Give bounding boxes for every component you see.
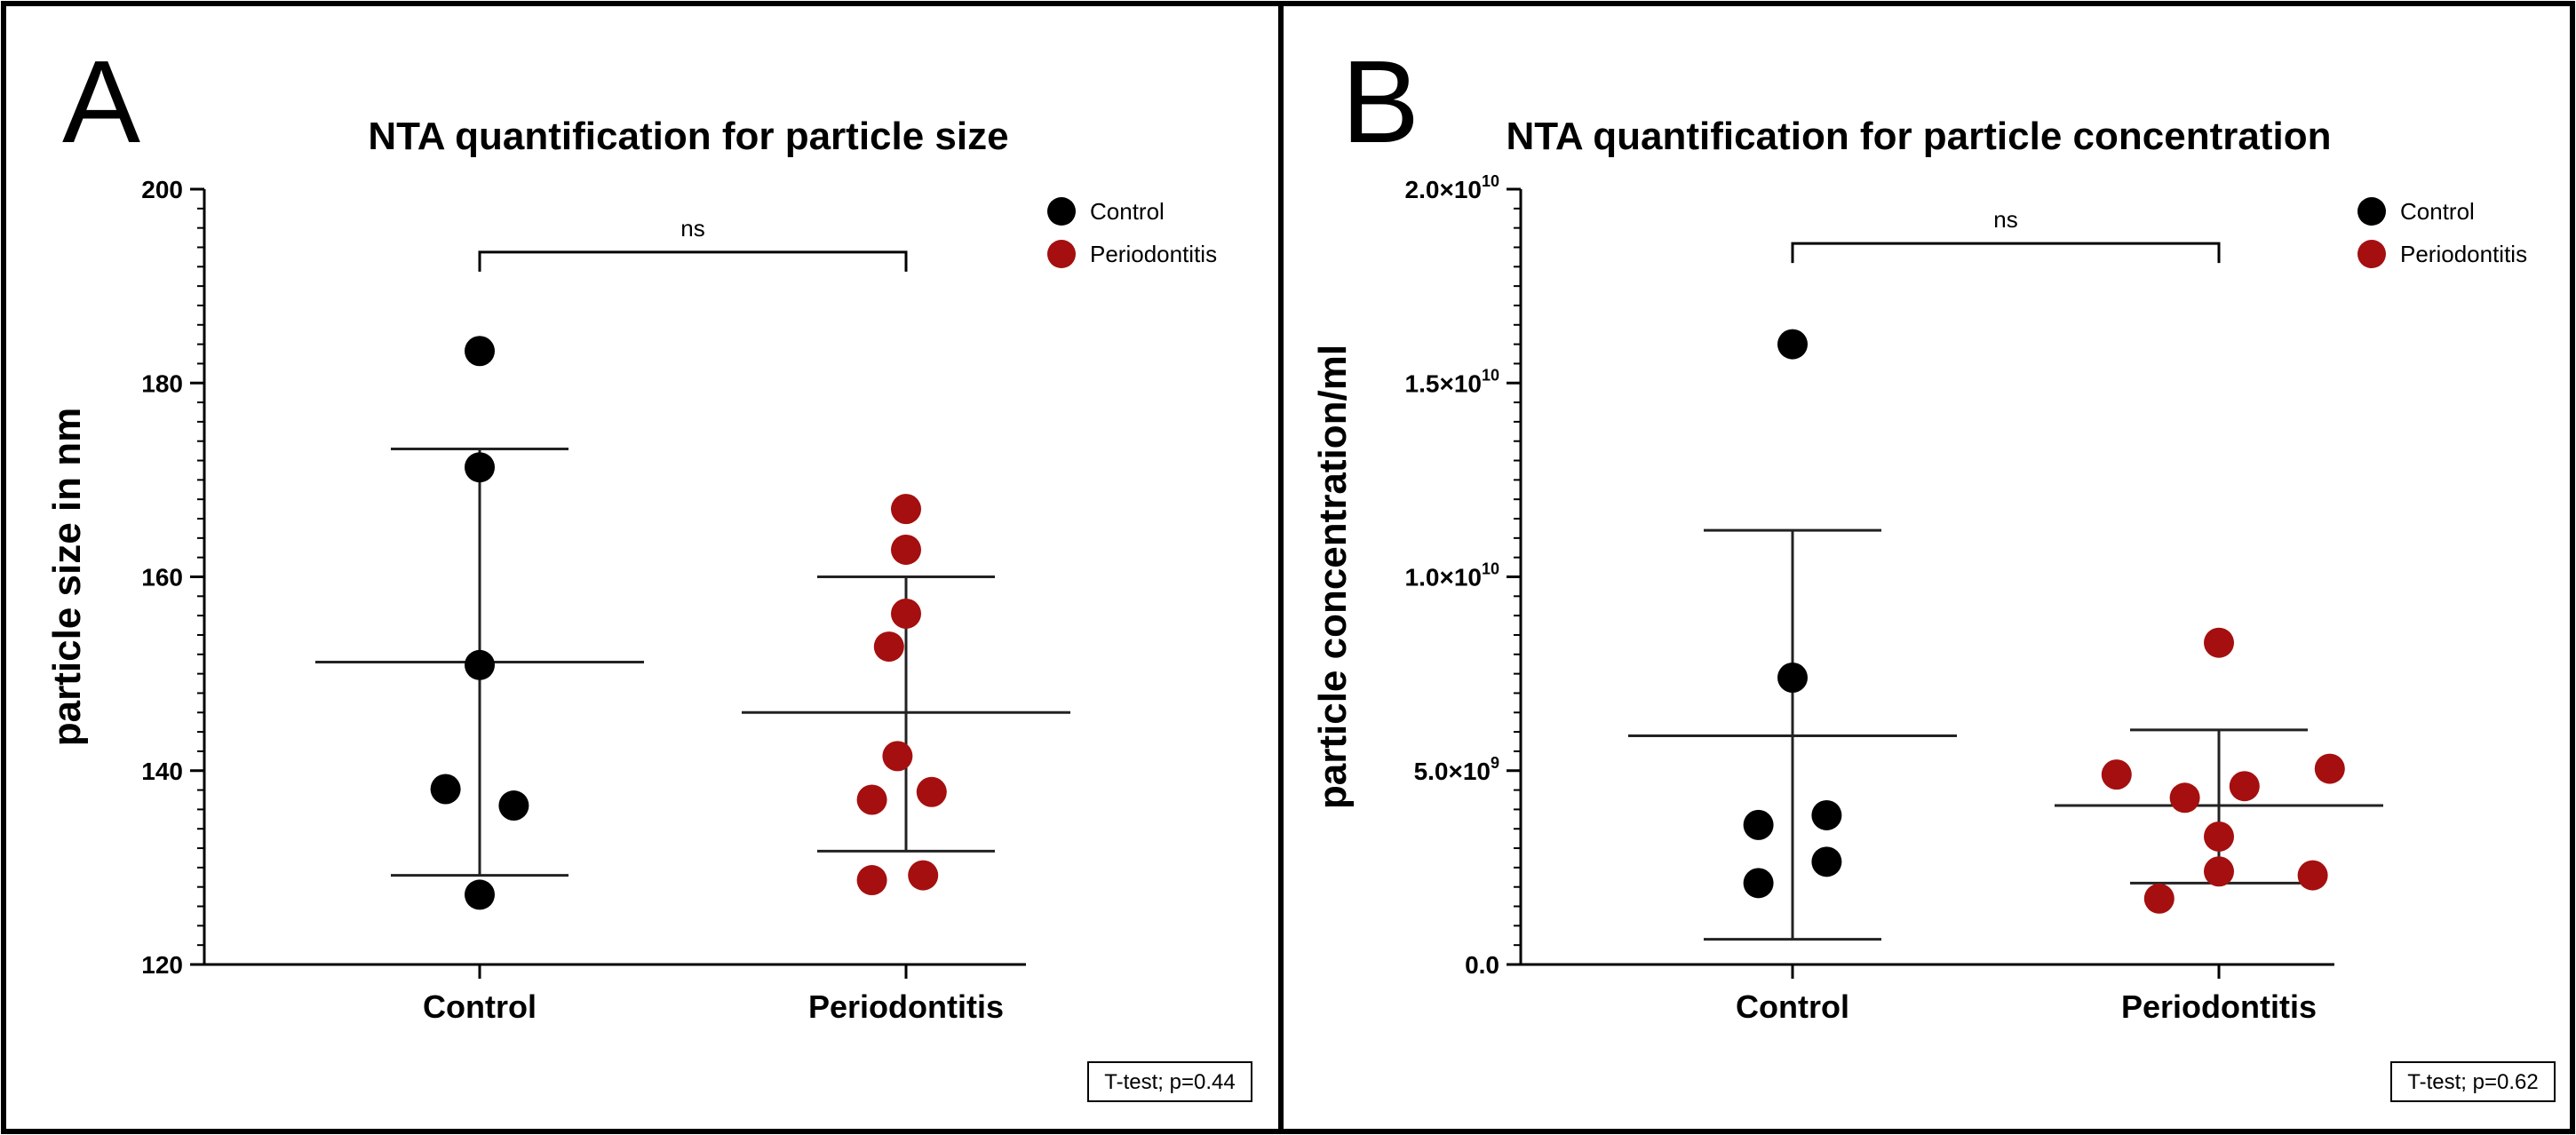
y-axis-label: particle size in nm <box>45 408 89 746</box>
data-point <box>2229 771 2260 802</box>
y-tick-label: 180 <box>141 369 183 397</box>
x-category-label: Periodontitis <box>2121 988 2317 1025</box>
data-point <box>2314 753 2345 784</box>
data-point <box>2204 627 2234 658</box>
significance-bracket <box>1791 242 2221 264</box>
panel-letter: A <box>62 36 140 167</box>
data-point <box>891 598 921 629</box>
y-tick-label: 140 <box>141 758 183 785</box>
data-point <box>856 784 887 815</box>
stat-note: T-test; p=0.62 <box>2407 1070 2538 1094</box>
series-periodontitis <box>2055 627 2383 914</box>
panel-letter: B <box>1341 36 1419 167</box>
legend-marker <box>1047 240 1076 268</box>
data-point <box>882 741 913 772</box>
legend-marker <box>1047 197 1076 226</box>
data-point <box>891 534 921 565</box>
y-tick-label: 5.0×109 <box>1414 754 1499 785</box>
x-category-label: Control <box>1736 988 1849 1025</box>
legend-label: Periodontitis <box>2400 241 2527 267</box>
panel-b: B NTA quantification for particle concent… <box>1311 36 2556 1102</box>
data-point <box>2204 821 2234 852</box>
data-point <box>465 336 495 367</box>
data-point <box>2143 883 2174 914</box>
chart-title: NTA quantification for particle concentr… <box>1507 115 2332 158</box>
significance-label: ns <box>680 215 704 242</box>
data-point <box>908 860 939 891</box>
significance-label: ns <box>1993 206 2017 233</box>
stat-note-box <box>1087 1061 1252 1102</box>
y-tick-label: 200 <box>141 176 183 203</box>
data-point <box>2169 782 2200 814</box>
y-tick-label: 160 <box>141 564 183 591</box>
data-point <box>2101 759 2132 790</box>
data-point <box>1743 868 1774 899</box>
y-tick-label: 120 <box>141 951 183 979</box>
data-point <box>498 790 529 821</box>
data-point <box>2297 860 2328 891</box>
data-point <box>2204 856 2234 887</box>
data-point <box>891 494 921 525</box>
data-point <box>465 452 495 483</box>
data-point <box>465 649 495 680</box>
stat-note-box <box>2390 1061 2556 1102</box>
data-point <box>465 879 495 910</box>
data-point <box>856 865 887 896</box>
legend-marker <box>2357 197 2386 226</box>
x-category-label: Control <box>423 988 537 1025</box>
legend-label: Control <box>2400 198 2475 225</box>
data-point <box>1777 662 1808 693</box>
legend-marker <box>2357 240 2386 268</box>
significance-bracket <box>478 250 908 272</box>
legend-label: Periodontitis <box>1090 241 1217 267</box>
y-tick-label: 0.0 <box>1465 951 1499 979</box>
data-point <box>1777 329 1808 360</box>
data-point <box>1811 799 1842 830</box>
y-axis-label: particle concentration/ml <box>1311 345 1355 809</box>
panel-a: A NTA quantification for particle size par… <box>45 36 1252 1102</box>
legend-label: Control <box>1090 198 1165 225</box>
series-control <box>315 336 644 910</box>
chart-title: NTA quantification for particle size <box>368 115 1008 158</box>
series-control <box>1628 329 1957 941</box>
data-point <box>916 776 947 807</box>
data-point <box>430 774 461 805</box>
x-category-label: Periodontitis <box>808 988 1004 1025</box>
series-periodontitis <box>742 494 1070 896</box>
data-point <box>873 631 904 663</box>
data-point <box>1743 809 1774 840</box>
data-point <box>1811 846 1842 877</box>
stat-note: T-test; p=0.44 <box>1104 1070 1235 1094</box>
